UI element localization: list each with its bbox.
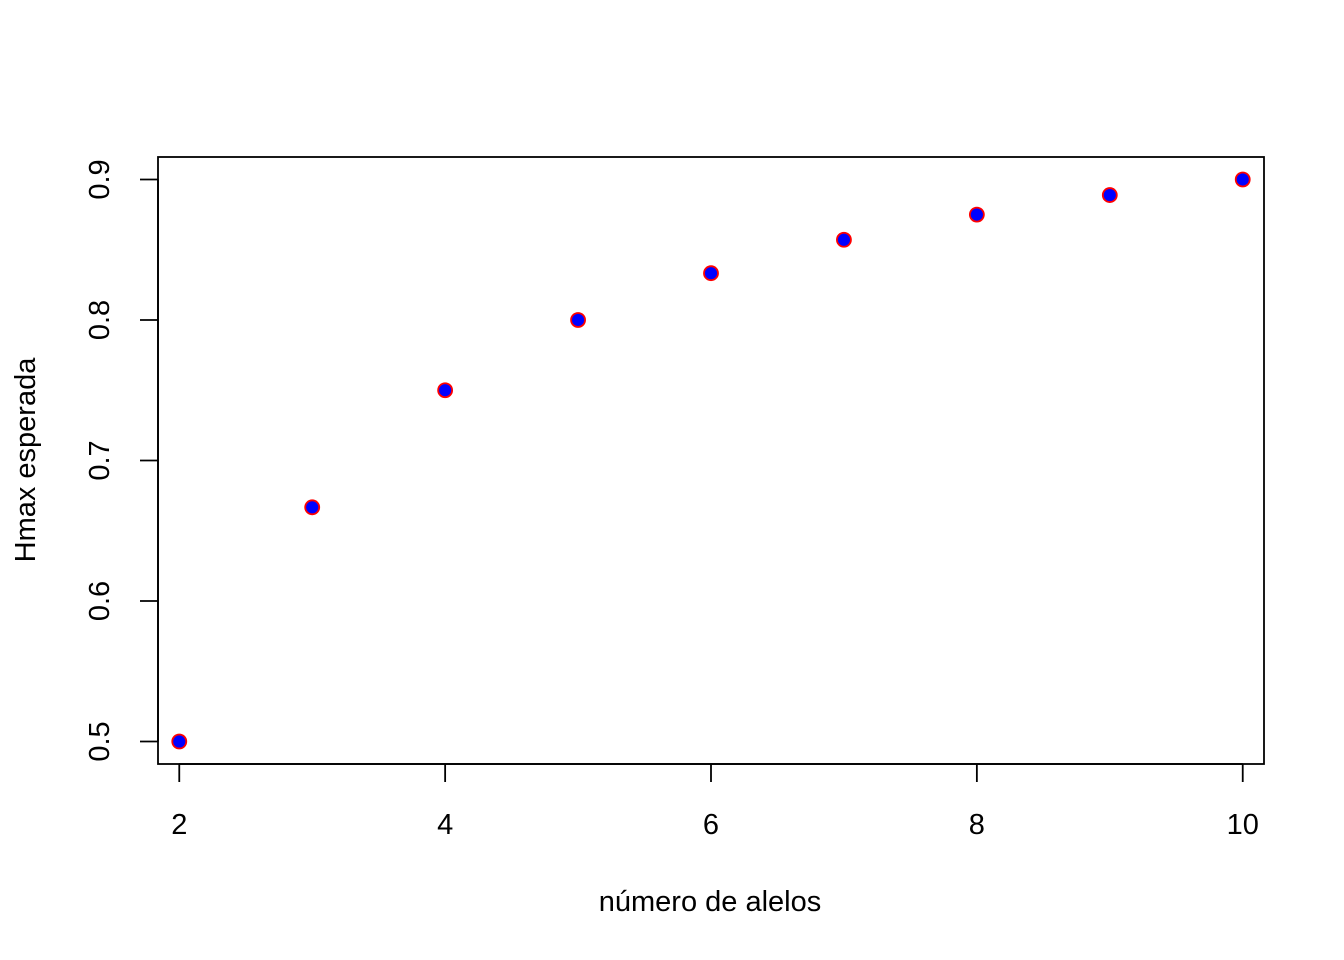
y-tick-label: 0.9 [84,159,116,199]
y-axis-title: Hmax esperada [10,357,42,563]
x-tick-label: 4 [437,809,453,841]
data-point [304,499,321,516]
x-axis: 2 4 6 8 10 [171,763,1259,841]
x-tick-label: 10 [1227,809,1259,841]
x-tick-label: 6 [703,809,719,841]
data-point [836,231,852,248]
y-tick-label: 0.5 [84,721,116,761]
x-axis-title: número de alelos [599,886,821,918]
data-point [703,265,719,282]
data-point [1101,187,1118,203]
x-tick-label: 8 [969,809,985,841]
x-tick-label: 2 [171,809,187,841]
data-point [1234,171,1251,188]
data-point [968,206,985,223]
data-point [171,733,188,750]
data-points [171,171,1251,750]
y-tick-label: 0.7 [84,440,116,480]
plot-frame [157,156,1265,765]
y-tick-label: 0.8 [84,300,116,340]
data-point [570,312,586,328]
y-tick-label: 0.6 [84,581,116,621]
y-axis: 0.5 0.6 0.7 0.8 0.9 [84,159,159,762]
data-point [437,382,454,399]
